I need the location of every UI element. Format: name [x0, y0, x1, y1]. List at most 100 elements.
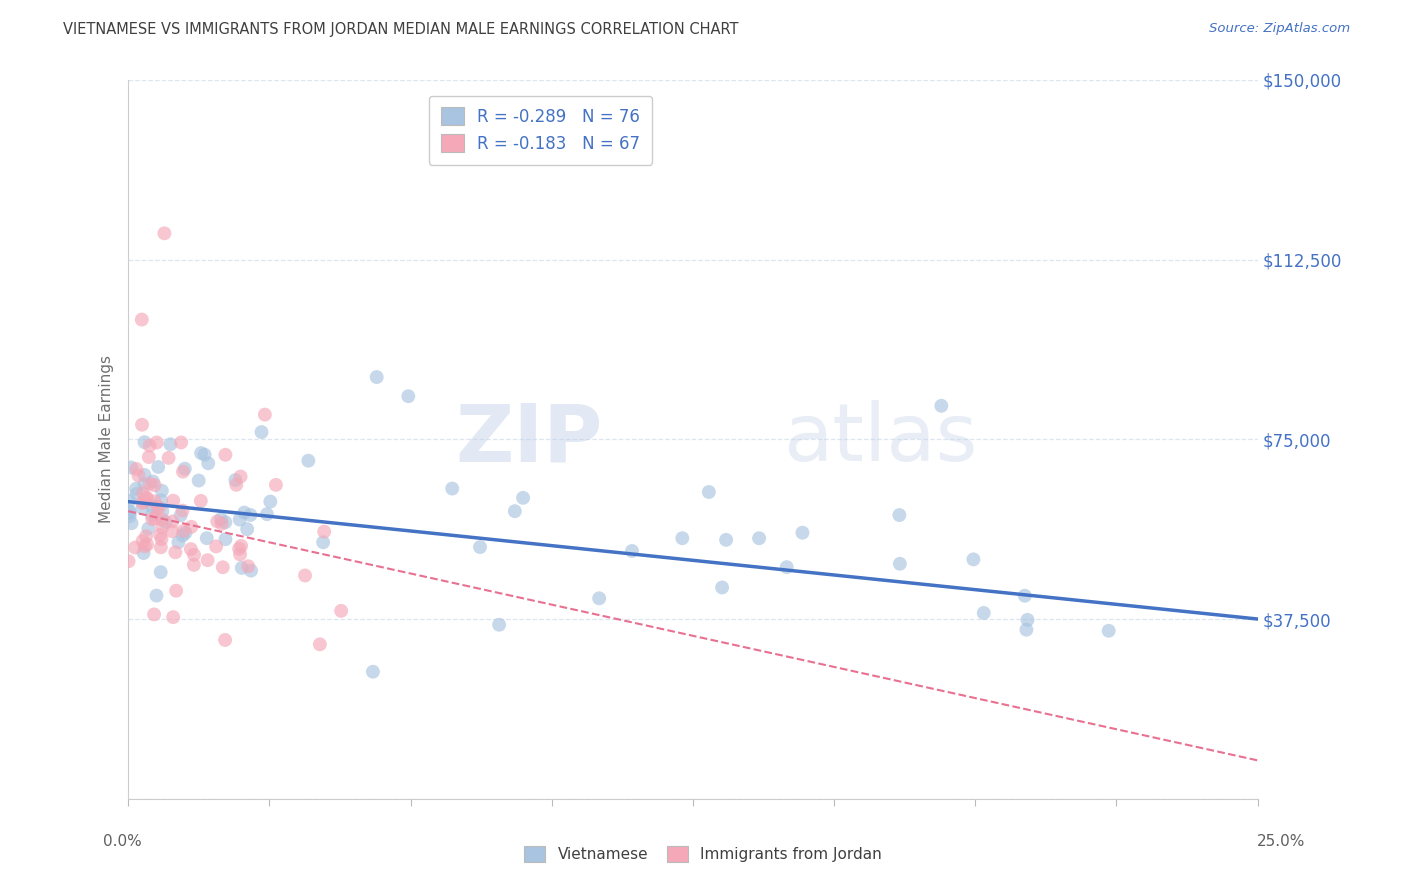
Point: [145, 589, 167, 603]
Point: [748, 531, 770, 545]
Point: [173, 461, 195, 475]
Point: [253, 408, 276, 422]
Point: [172, 528, 194, 542]
Point: [256, 507, 278, 521]
Y-axis label: Median Male Earnings: Median Male Earnings: [100, 355, 114, 524]
Point: [889, 557, 911, 571]
Point: [396, 389, 419, 403]
Point: [309, 637, 332, 651]
Point: [792, 525, 814, 540]
Point: [162, 515, 184, 529]
Point: [224, 473, 246, 487]
Point: [159, 437, 181, 451]
Point: [209, 512, 232, 526]
Point: [148, 500, 170, 515]
Point: [152, 504, 174, 518]
Point: [183, 558, 205, 572]
Point: [172, 503, 194, 517]
Point: [205, 540, 228, 554]
Point: [160, 524, 183, 539]
Point: [297, 453, 319, 467]
Point: [190, 446, 212, 460]
Legend: Vietnamese, Immigrants from Jordan: Vietnamese, Immigrants from Jordan: [517, 839, 889, 868]
Point: [714, 533, 737, 547]
Point: [135, 491, 157, 505]
Point: [1015, 623, 1038, 637]
Point: [361, 665, 384, 679]
Point: [148, 460, 170, 475]
Point: [488, 617, 510, 632]
Point: [134, 495, 156, 509]
Point: [962, 552, 984, 566]
Point: [141, 500, 163, 514]
Point: [131, 312, 153, 326]
Point: [441, 482, 464, 496]
Point: [139, 476, 162, 491]
Point: [229, 469, 252, 483]
Point: [512, 491, 534, 505]
Point: [205, 515, 228, 529]
Point: [172, 465, 194, 479]
Point: [127, 468, 149, 483]
Point: [697, 485, 720, 500]
Point: [314, 524, 336, 539]
Point: [183, 548, 205, 562]
Point: [136, 491, 159, 505]
Point: [187, 474, 209, 488]
Point: [174, 525, 197, 540]
Point: [138, 450, 160, 464]
Point: [125, 462, 148, 476]
Point: [150, 520, 173, 534]
Point: [214, 448, 236, 462]
Point: [239, 508, 262, 522]
Text: 0.0%: 0.0%: [103, 834, 142, 849]
Point: [131, 501, 153, 516]
Point: [136, 537, 159, 551]
Point: [1014, 589, 1036, 603]
Point: [250, 425, 273, 439]
Point: [150, 532, 173, 546]
Point: [621, 544, 644, 558]
Point: [468, 540, 491, 554]
Point: [231, 561, 253, 575]
Point: [180, 520, 202, 534]
Point: [889, 508, 911, 522]
Point: [588, 591, 610, 606]
Point: [229, 512, 252, 526]
Point: [149, 528, 172, 542]
Point: [134, 539, 156, 553]
Legend: R = -0.289   N = 76, R = -0.183   N = 67: R = -0.289 N = 76, R = -0.183 N = 67: [429, 95, 652, 164]
Point: [236, 522, 259, 536]
Point: [264, 478, 287, 492]
Point: [1017, 613, 1039, 627]
Point: [1098, 624, 1121, 638]
Point: [228, 541, 250, 556]
Point: [143, 607, 166, 622]
Point: [195, 531, 218, 545]
Point: [132, 546, 155, 560]
Text: atlas: atlas: [783, 401, 977, 478]
Point: [167, 535, 190, 549]
Point: [229, 548, 252, 562]
Point: [671, 531, 693, 545]
Point: [131, 533, 153, 548]
Point: [330, 604, 353, 618]
Point: [149, 565, 172, 579]
Point: [149, 541, 172, 555]
Point: [143, 494, 166, 508]
Point: [125, 482, 148, 496]
Point: [121, 516, 143, 531]
Point: [131, 496, 153, 510]
Point: [131, 417, 153, 432]
Point: [225, 478, 247, 492]
Point: [173, 524, 195, 538]
Point: [134, 435, 156, 450]
Point: [117, 554, 139, 568]
Point: [138, 439, 160, 453]
Point: [233, 506, 256, 520]
Point: [146, 500, 169, 514]
Point: [294, 568, 316, 582]
Point: [214, 532, 236, 546]
Point: [118, 509, 141, 524]
Point: [211, 560, 233, 574]
